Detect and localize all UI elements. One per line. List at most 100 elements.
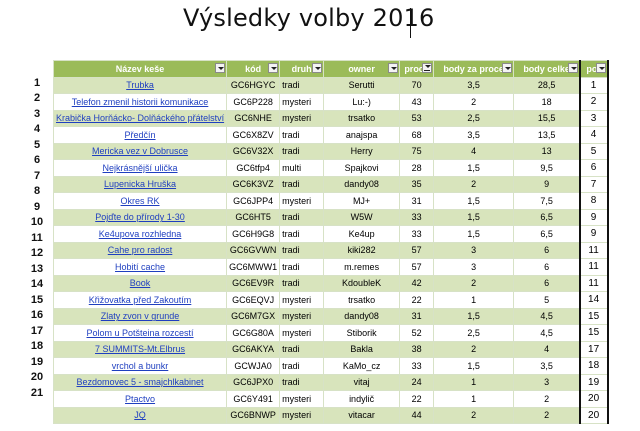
filter-dropdown-icon[interactable] — [312, 63, 323, 73]
col-header-label: proce — [404, 63, 429, 74]
cache-type: mysteri — [279, 390, 325, 408]
percent-value: 75 — [399, 142, 435, 160]
row-number: 13 — [30, 262, 44, 275]
cache-name-link[interactable]: Okres RK — [52, 192, 228, 210]
row-number: 10 — [30, 216, 44, 228]
points-total: 6 — [513, 241, 581, 259]
filter-dropdown-icon[interactable] — [568, 63, 579, 73]
cache-name-link[interactable]: JQ — [52, 406, 228, 424]
cache-code: GC6JPX0 — [226, 373, 281, 391]
cache-type: mysteri — [279, 291, 325, 309]
cache-name-link[interactable]: Pojďte do přírody 1-30 — [52, 208, 228, 226]
points-for-percent: 3,5 — [433, 76, 515, 94]
rank-value: 9 — [579, 208, 609, 226]
rank-value: 11 — [579, 241, 609, 259]
cache-owner: Bakla — [323, 340, 401, 358]
row-number: 18 — [30, 340, 44, 352]
percent-value: 43 — [399, 93, 435, 111]
cache-name-link[interactable]: Nejkrásnější ulička — [52, 159, 228, 177]
cache-type: tradi — [279, 357, 325, 375]
cache-name-link[interactable]: Trubka — [52, 76, 228, 94]
cache-owner: trsatko — [323, 109, 401, 127]
points-for-percent: 1,5 — [433, 225, 515, 243]
filter-dropdown-icon[interactable] — [502, 63, 513, 73]
cache-type: tradi — [279, 126, 325, 144]
cache-name-link[interactable]: Mericka vez v Dobrusce — [52, 142, 228, 160]
cache-name-link[interactable]: Polom u Potšteina rozcestí — [52, 324, 228, 342]
cache-owner: trsatko — [323, 291, 401, 309]
row-number: 5 — [33, 138, 41, 151]
table-row: Mericka vez v Dobrusce GC6V32X tradi Herry 7… — [52, 142, 609, 160]
filter-dropdown-icon[interactable] — [215, 63, 226, 73]
points-total: 6 — [513, 274, 581, 292]
rank-value: 18 — [579, 357, 609, 375]
cache-code: GC6GVWN — [226, 241, 281, 259]
points-for-percent: 1,5 — [433, 159, 515, 177]
row-number: 7 — [33, 169, 41, 182]
rank-value: 8 — [579, 192, 609, 210]
cache-name-link[interactable]: Krabička Horňácko- Dolňáckého přátelství — [52, 109, 228, 127]
cache-name-link[interactable]: Bezdomovec 5 - smajchlkabinet — [52, 373, 228, 391]
cache-name-link[interactable]: Křižovatka před Zakoutím — [52, 291, 228, 309]
points-total: 9 — [513, 175, 581, 193]
table-row: Okres RK GC6JPP4 mysteri MJ+ 31 1,5 7,5 8 — [52, 192, 609, 210]
sort-filter-icon[interactable] — [422, 63, 433, 73]
cache-code: GC6Y491 — [226, 390, 281, 408]
cache-name-link[interactable]: Telefon zmenil historii komunikace — [52, 93, 228, 111]
cache-type: mysteri — [279, 192, 325, 210]
cache-name-link[interactable]: Hobití cache — [52, 258, 228, 276]
points-total: 4 — [513, 340, 581, 358]
cache-code: GC6NHE — [226, 109, 281, 127]
cache-owner: Lu:-) — [323, 93, 401, 111]
rank-value: 1 — [579, 76, 609, 94]
cache-name-link[interactable]: Book — [52, 274, 228, 292]
col-header-druh: druh — [279, 60, 325, 78]
points-total: 4,5 — [513, 324, 581, 342]
percent-value: 52 — [399, 324, 435, 342]
cache-name-link[interactable]: 7 SUMMITS-Mt.Elbrus — [52, 340, 228, 358]
filter-dropdown-icon[interactable] — [268, 63, 279, 73]
cache-name-link[interactable]: vrchol a bunkr — [52, 357, 228, 375]
cache-code: GC6JPP4 — [226, 192, 281, 210]
filter-dropdown-icon[interactable] — [596, 63, 607, 73]
cache-type: tradi — [279, 340, 325, 358]
percent-value: 33 — [399, 225, 435, 243]
cache-owner: anajspa — [323, 126, 401, 144]
selection-border-right — [606, 60, 609, 424]
cache-name-link[interactable]: Lupenicka Hruška — [52, 175, 228, 193]
rank-value: 14 — [579, 291, 609, 309]
row-number: 2 — [33, 92, 41, 104]
points-total: 4,5 — [513, 307, 581, 325]
percent-value: 57 — [399, 258, 435, 276]
table-row: Book GC6EV9R tradi KdoubleK 42 2 6 11 — [52, 274, 609, 292]
filter-dropdown-icon[interactable] — [388, 63, 399, 73]
col-header-procenta: proce — [399, 60, 435, 78]
row-number: 4 — [33, 123, 41, 135]
points-total: 6 — [513, 258, 581, 276]
cache-code: GC6MWW1 — [226, 258, 281, 276]
cache-code: GC6M7GX — [226, 307, 281, 325]
cache-name-link[interactable]: Cahe pro radost — [52, 241, 228, 259]
table-row: Křižovatka před Zakoutím GC6EQVJ mysteri tr… — [52, 291, 609, 309]
rank-value: 3 — [579, 109, 609, 127]
cache-name-link[interactable]: Ptactvo — [52, 390, 228, 408]
col-header-body-celkem: body celke — [513, 60, 581, 78]
points-for-percent: 2 — [433, 406, 515, 424]
cache-owner: Ke4up — [323, 225, 401, 243]
cache-name-link[interactable]: Předčín — [52, 126, 228, 144]
cache-name-link[interactable]: Zlaty zvon v grunde — [52, 307, 228, 325]
cache-type: mysteri — [279, 93, 325, 111]
cache-type: tradi — [279, 76, 325, 94]
cache-code: GC6H9G8 — [226, 225, 281, 243]
page-title: Výsledky volby 2016 — [183, 4, 435, 32]
percent-value: 44 — [399, 406, 435, 424]
percent-value: 38 — [399, 340, 435, 358]
cache-owner: KaMo_cz — [323, 357, 401, 375]
cache-name-link[interactable]: Ke4upova rozhledna — [52, 225, 228, 243]
rank-value: 15 — [579, 307, 609, 325]
rank-value: 9 — [579, 225, 609, 243]
cache-type: tradi — [279, 258, 325, 276]
cache-owner: W5W — [323, 208, 401, 226]
row-number: 8 — [33, 185, 41, 197]
row-number: 1 — [33, 76, 41, 89]
